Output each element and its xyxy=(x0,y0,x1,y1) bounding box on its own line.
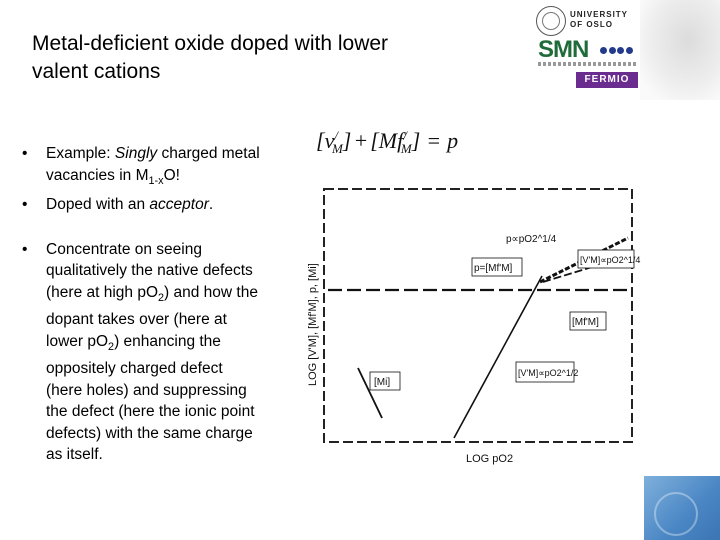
fermio-logo: FERMIO xyxy=(576,72,638,88)
label-vm-slope-top: [V'M]∝pO2^1/4 xyxy=(580,255,640,265)
label-mf: [Mf'M] xyxy=(572,317,599,328)
bullet-dot: • xyxy=(22,240,28,258)
smn-subtitle-strip xyxy=(538,62,638,66)
x-axis-label: LOG pO2 xyxy=(466,453,513,465)
bullet-dot: • xyxy=(22,196,28,214)
label-mi: [Mi] xyxy=(374,377,390,388)
smn-logo: SMN xyxy=(538,36,589,63)
line-vm-slope-quarter xyxy=(542,255,629,283)
corner-decoration xyxy=(644,476,720,540)
bullet-item-concentrate: • Concentrate on seeing qualitatively th… xyxy=(22,240,258,464)
plot-frame xyxy=(323,188,633,443)
title-line-1: Metal-deficient oxide doped with lower xyxy=(32,32,389,55)
bullet-item-doped: • Doped with an acceptor. xyxy=(22,194,262,216)
university-seal-icon xyxy=(536,6,566,36)
y-axis-label: LOG [V'M], [Mf'M], p, [Mi] xyxy=(307,263,319,386)
line-vm-slope-half xyxy=(453,275,543,439)
label-p-equals-mf: p=[Mf'M] xyxy=(474,263,513,274)
defect-diagram: [v/M]+[Mf/M] = p LOG [V'M], [Mf'M], p, [Mi… xyxy=(307,128,640,465)
university-logo-text: UNIVERSITY OF OSLO xyxy=(570,10,628,29)
logo-area: UNIVERSITY OF OSLO SMN FERMIO xyxy=(528,0,720,100)
bullet-dot: • xyxy=(22,145,28,162)
slide-title: Metal-deficient oxide doped with lower v… xyxy=(32,30,492,86)
label-vm-slope-bottom: [V'M]∝pO2^1/2 xyxy=(518,368,578,378)
title-line-2: valent cations xyxy=(32,60,161,83)
line-mi xyxy=(357,367,383,419)
bullet-item-example: • Example: Singly charged metal vacancie… xyxy=(22,145,260,187)
equation: [v/M]+[Mf/M] = p xyxy=(316,128,458,156)
label-p-slope: p∝pO2^1/4 xyxy=(506,234,557,245)
smn-dots-icon xyxy=(600,41,634,59)
bullet-list: • Example: Singly charged metal vacancie… xyxy=(22,143,262,466)
portrait-watermark xyxy=(640,0,720,100)
